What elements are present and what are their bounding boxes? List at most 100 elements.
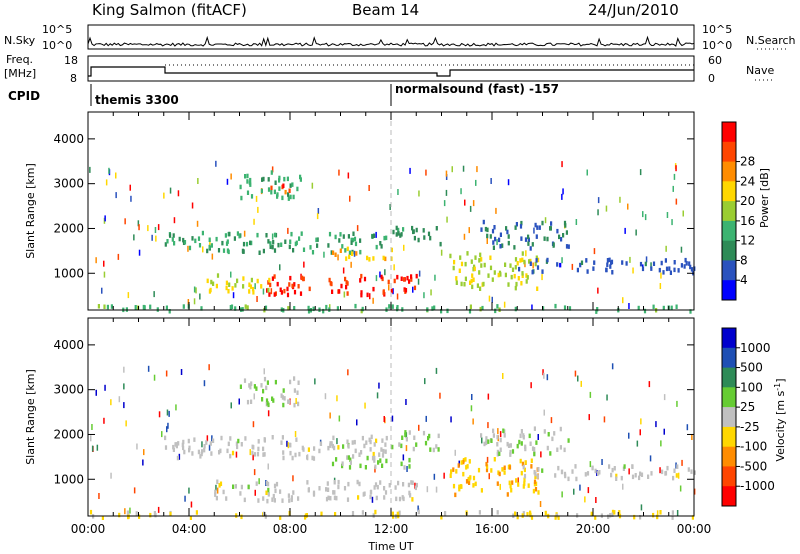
scatter-cell bbox=[390, 288, 393, 294]
scatter-cell bbox=[118, 512, 121, 518]
scatter-cell bbox=[373, 442, 376, 447]
freq-trace bbox=[88, 64, 694, 77]
scatter-cell bbox=[464, 276, 467, 282]
scatter-cell bbox=[586, 471, 590, 476]
scatter-cell bbox=[485, 440, 488, 446]
scatter-cell bbox=[623, 464, 626, 469]
scatter-cell bbox=[564, 473, 567, 479]
scatter-cell bbox=[291, 283, 294, 289]
scatter-cell bbox=[246, 173, 249, 179]
scatter-cell bbox=[264, 514, 267, 519]
scatter-cell bbox=[664, 258, 667, 263]
scatter-cell bbox=[164, 242, 167, 247]
scatter-cell bbox=[255, 386, 258, 391]
scatter-cell bbox=[633, 514, 636, 520]
scatter-cell bbox=[329, 496, 332, 501]
scatter-cell bbox=[250, 277, 253, 283]
scatter-cell bbox=[182, 304, 185, 309]
scatter-cell bbox=[485, 467, 489, 473]
scatter-cell bbox=[327, 243, 330, 248]
scatter-cell bbox=[557, 465, 560, 471]
scatter-cell bbox=[240, 195, 243, 201]
scatter-cell bbox=[596, 307, 599, 312]
noise-cell bbox=[663, 428, 665, 435]
scatter-cell bbox=[522, 464, 525, 470]
noise-cell bbox=[434, 274, 436, 281]
scatter-cell bbox=[567, 438, 570, 443]
scatter-cell bbox=[380, 244, 383, 249]
scatter-cell bbox=[267, 177, 270, 182]
noise-cell bbox=[389, 204, 391, 210]
noise-cell bbox=[177, 190, 180, 197]
scatter-cell bbox=[509, 449, 512, 455]
noise-cell bbox=[496, 239, 498, 246]
scatter-cell bbox=[366, 455, 369, 461]
scatter-cell bbox=[101, 515, 104, 520]
scatter-cell bbox=[299, 177, 302, 182]
noise-cell bbox=[546, 374, 549, 381]
scatter-cell bbox=[568, 306, 572, 311]
scatter-cell bbox=[217, 248, 221, 253]
noise-cell bbox=[640, 504, 643, 511]
scatter-cell bbox=[325, 496, 329, 502]
scatter-cell bbox=[402, 227, 405, 232]
colorbar-tick-label: 25 bbox=[740, 400, 755, 414]
noise-cell bbox=[589, 391, 592, 398]
scatter-cell bbox=[298, 236, 301, 241]
scatter-cell bbox=[172, 233, 175, 238]
noise-cell bbox=[663, 394, 666, 401]
noise-cell bbox=[533, 227, 535, 234]
scatter-cell bbox=[536, 474, 539, 479]
scatter-cell bbox=[341, 244, 344, 249]
noise-cell bbox=[127, 292, 130, 299]
noise-cell bbox=[117, 253, 120, 260]
noise-cell bbox=[147, 225, 149, 232]
scatter-cell bbox=[459, 255, 462, 260]
scatter-cell bbox=[378, 452, 381, 457]
noise-cell bbox=[338, 169, 340, 176]
scatter-cell bbox=[550, 221, 553, 226]
scatter-cell bbox=[350, 240, 353, 245]
scatter-cell bbox=[288, 498, 291, 503]
scatter-cell bbox=[511, 449, 515, 454]
scatter-cell bbox=[273, 248, 277, 253]
noise-cell bbox=[486, 238, 488, 244]
scatter-cell bbox=[297, 284, 300, 289]
scatter-cell bbox=[354, 303, 357, 309]
scatter-region-4 bbox=[449, 457, 540, 498]
scatter-cell bbox=[297, 401, 300, 407]
freq-tick-bottom: 8 bbox=[70, 72, 77, 85]
scatter-cell bbox=[524, 460, 527, 465]
colorbar-tick-label: 12 bbox=[740, 234, 755, 248]
y-tick-label: 4000 bbox=[53, 338, 84, 352]
scatter-cell bbox=[485, 461, 488, 467]
noise-cell bbox=[644, 214, 647, 221]
scatter-cell bbox=[533, 447, 536, 452]
scatter-cell bbox=[388, 304, 391, 309]
scatter-cell bbox=[535, 255, 538, 260]
scatter-cell bbox=[283, 176, 286, 182]
scatter-cell bbox=[514, 265, 517, 270]
scatter-cell bbox=[484, 226, 487, 232]
colorbar-tick-label: 16 bbox=[740, 214, 755, 228]
noise-cell bbox=[238, 398, 240, 405]
scatter-cell bbox=[689, 264, 692, 270]
noise-cell bbox=[255, 195, 258, 202]
scatter-cell bbox=[611, 270, 614, 275]
scatter-cell bbox=[344, 248, 347, 253]
scatter-cell bbox=[299, 174, 302, 180]
noise-cell bbox=[311, 182, 314, 189]
scatter-cell bbox=[246, 179, 249, 184]
scatter-cell bbox=[397, 227, 400, 233]
scatter-cell bbox=[530, 458, 533, 463]
colorbar-swatch bbox=[722, 280, 736, 301]
scatter-cell bbox=[169, 511, 172, 517]
scatter-cell bbox=[318, 448, 321, 454]
scatter-region-5 bbox=[392, 225, 442, 247]
noise-cell bbox=[110, 399, 112, 406]
scatter-cell bbox=[334, 252, 337, 257]
scatter-cell bbox=[410, 277, 413, 282]
scatter-cell bbox=[437, 433, 440, 439]
noise-cell bbox=[671, 219, 673, 226]
noise-cell bbox=[660, 272, 662, 279]
